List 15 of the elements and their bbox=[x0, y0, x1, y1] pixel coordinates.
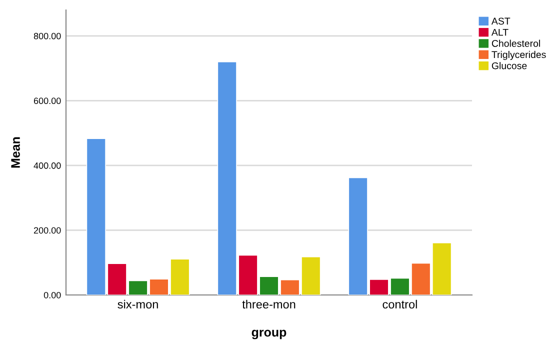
legend-label: ALT bbox=[491, 28, 508, 36]
x-tick-label: six-mon bbox=[118, 300, 158, 309]
y-axis-title: Mean bbox=[11, 137, 20, 168]
legend-label: Triglycerides bbox=[492, 50, 546, 60]
y-tick-label: 200.00 bbox=[34, 227, 61, 234]
legend-label: Glucose bbox=[492, 62, 527, 70]
x-axis-title: group bbox=[252, 330, 286, 340]
legend-label: AST bbox=[491, 18, 510, 25]
y-tick-label: 0.00 bbox=[44, 292, 61, 298]
y-tick-label: 400.00 bbox=[34, 162, 61, 169]
y-tick-label: 800.00 bbox=[34, 32, 61, 40]
x-tick-label: three-mon bbox=[242, 300, 296, 309]
legend-label: Cholesterol bbox=[492, 40, 540, 47]
x-tick-label: control bbox=[382, 300, 417, 309]
y-tick-label: 600.00 bbox=[34, 98, 61, 104]
